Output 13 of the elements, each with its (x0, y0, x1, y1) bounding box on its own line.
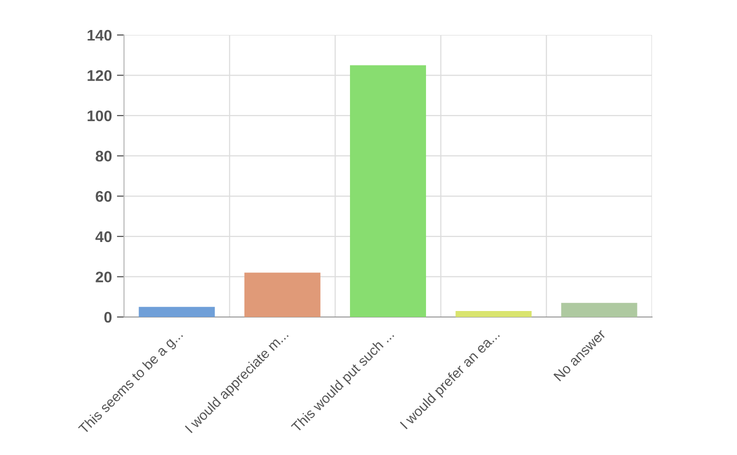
y-tick-label: 0 (104, 312, 112, 323)
y-tick-label: 60 (96, 191, 112, 202)
bar (138, 306, 215, 317)
y-tick-label: 100 (88, 110, 112, 122)
bar (244, 272, 320, 317)
y-tick-label: 20 (96, 272, 112, 282)
y-tick-label: 40 (95, 231, 112, 242)
bar (456, 310, 532, 317)
y-tick-label: 120 (88, 70, 112, 81)
y-tick-label: 140 (88, 30, 112, 41)
bar (561, 302, 638, 317)
bar (350, 65, 426, 317)
y-tick-label: 80 (96, 150, 112, 162)
